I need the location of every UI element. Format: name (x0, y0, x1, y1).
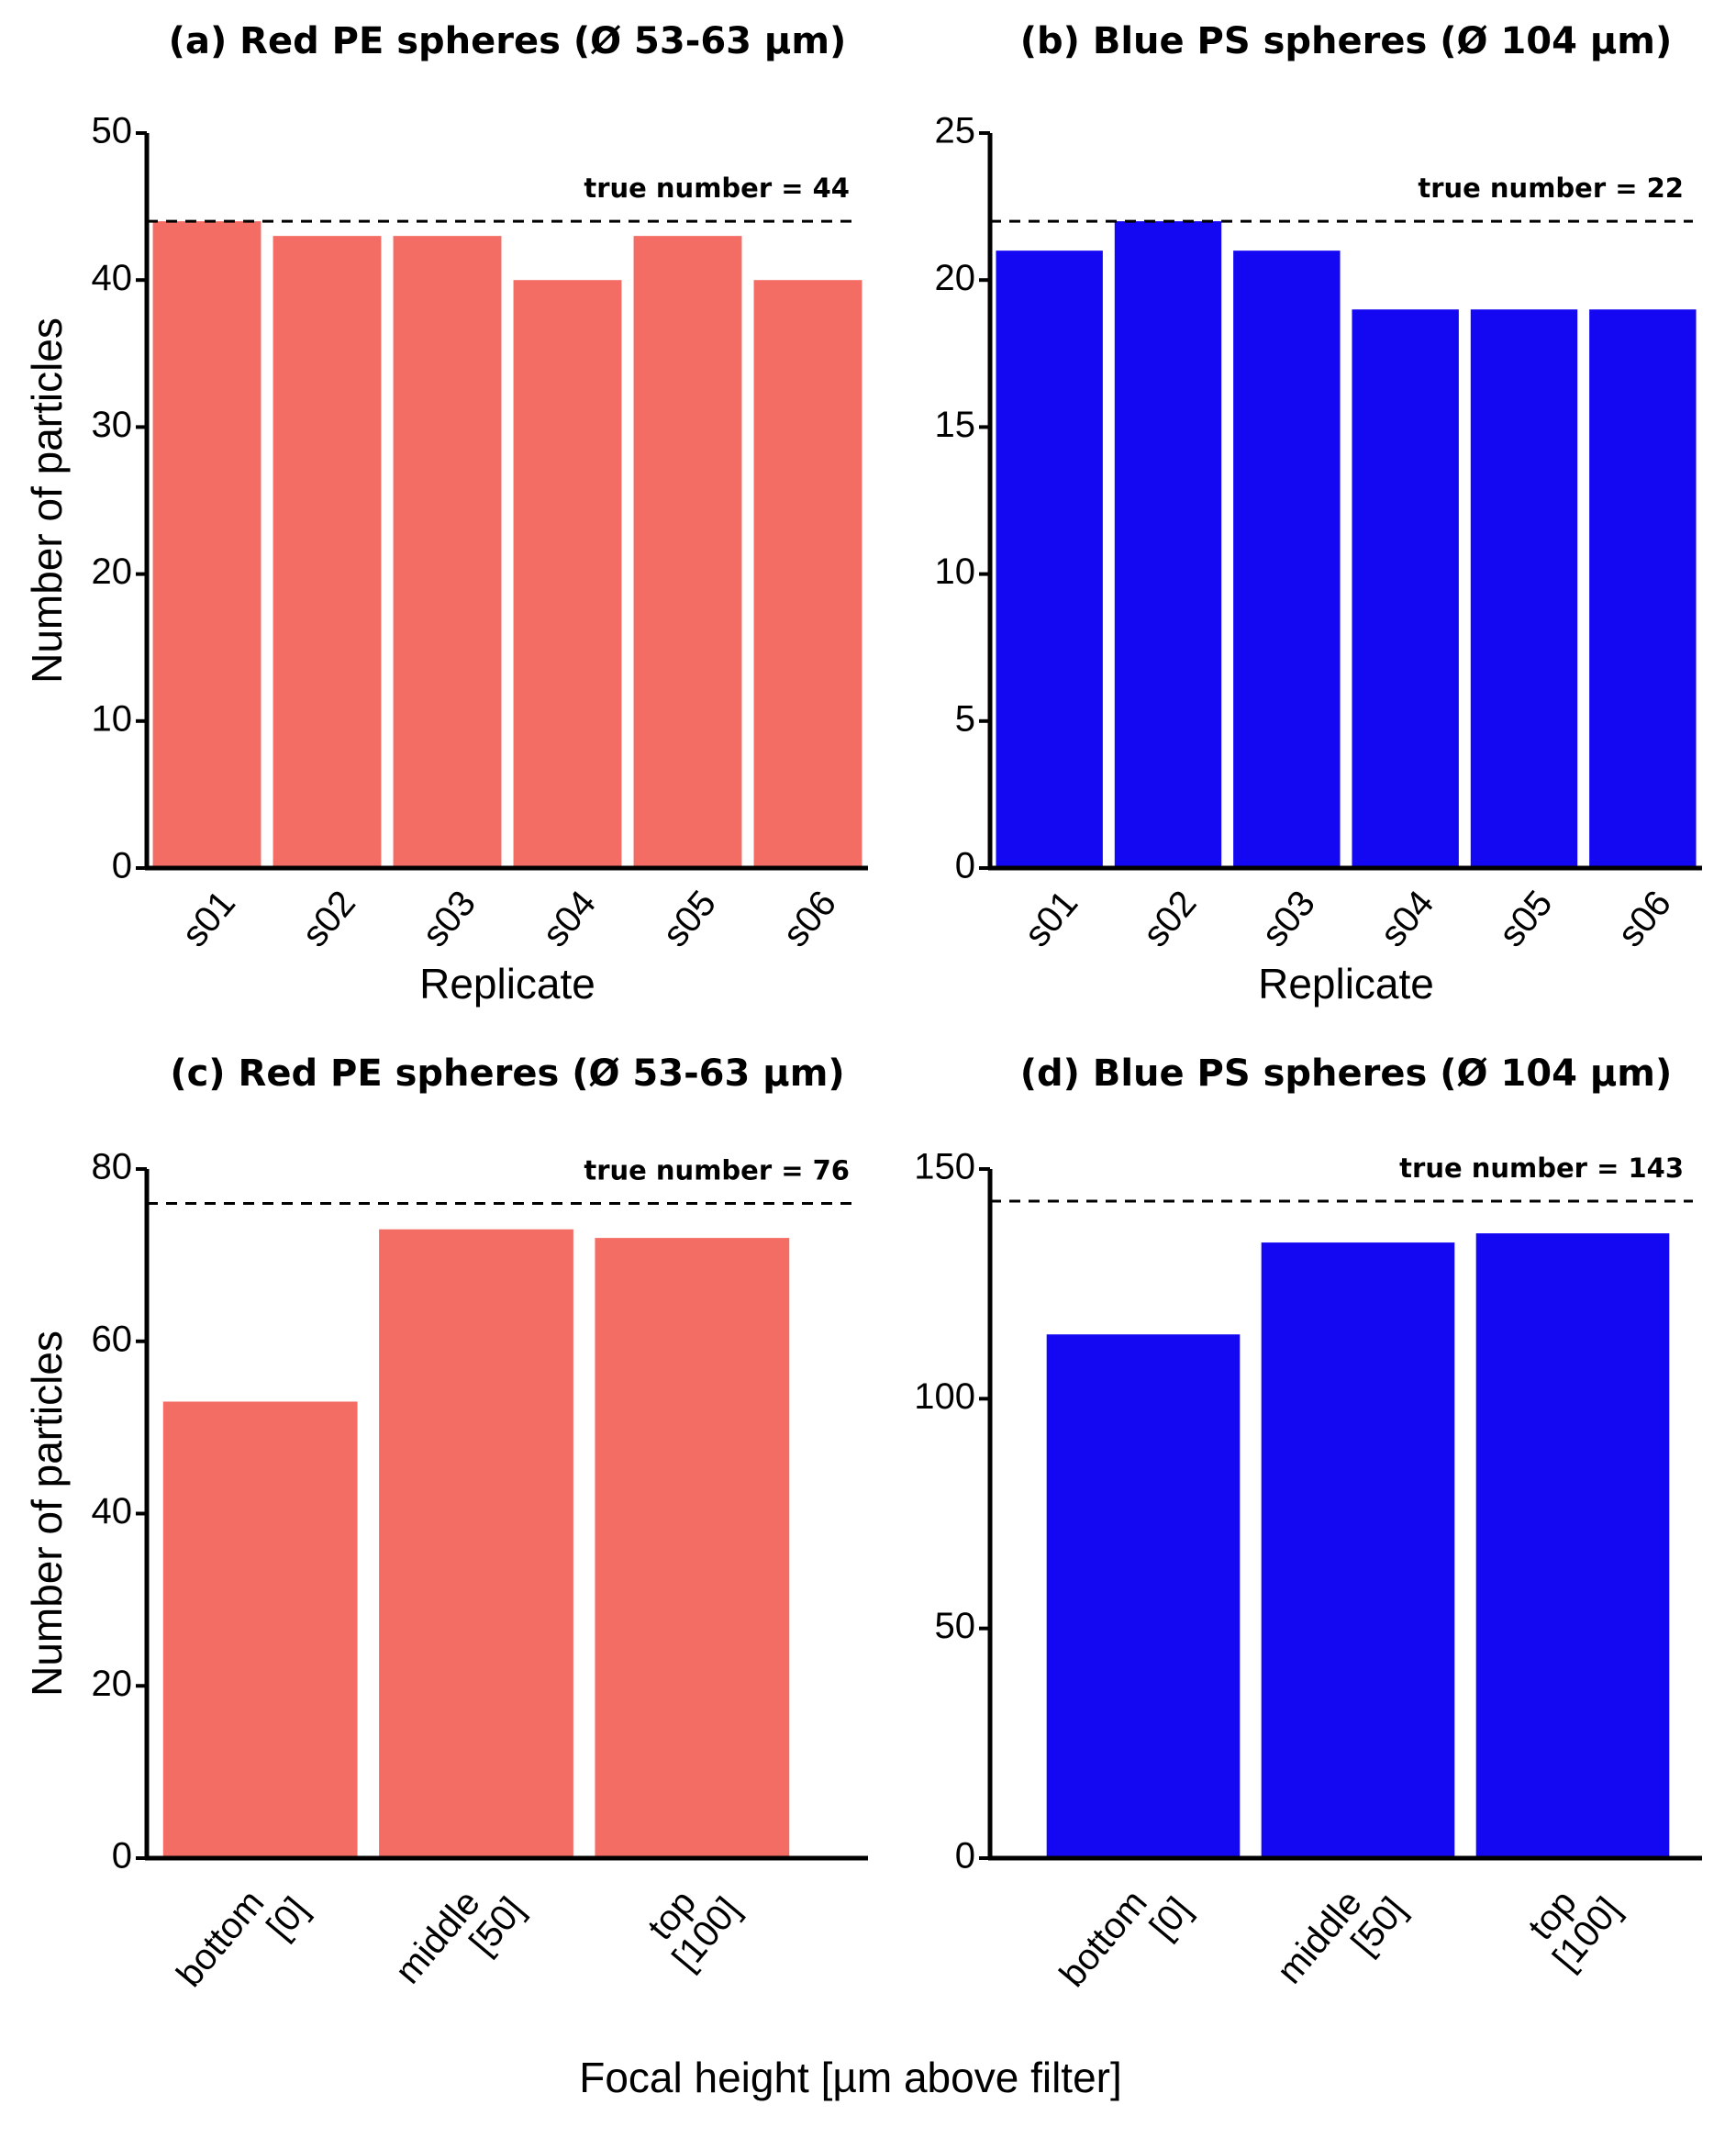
y-tick-label: 40 (92, 1491, 133, 1531)
y-axis-label: Number of particles (23, 1331, 71, 1697)
bar (1475, 1233, 1670, 1858)
chart-title: (b) Blue PS spheres (Ø 104 µm) (1020, 20, 1673, 62)
x-tick-label-line: s05 (655, 884, 724, 955)
x-tick-label: s04 (535, 884, 604, 955)
y-tick-label: 0 (955, 846, 975, 886)
reference-label: true number = 44 (584, 173, 850, 204)
bar (595, 1238, 790, 1858)
y-tick-label: 0 (112, 1836, 132, 1876)
y-tick-label: 40 (92, 258, 133, 298)
x-tick-label: s04 (1373, 884, 1441, 955)
x-tick-label-line: [0] (1142, 1889, 1199, 1946)
bar (1352, 309, 1459, 868)
x-tick-label: top[100] (635, 1865, 748, 1978)
x-tick-label-line: s04 (535, 884, 604, 955)
x-tick-label-line: bottom (1052, 1883, 1155, 1995)
bar (273, 236, 382, 868)
bar (996, 251, 1103, 868)
x-tick-label-line: s02 (1135, 884, 1204, 955)
y-tick-label: 100 (914, 1376, 975, 1417)
bar (152, 221, 262, 868)
x-tick-label: s06 (775, 884, 844, 955)
x-tick-label: s06 (1610, 884, 1679, 955)
y-tick-label: 20 (935, 258, 976, 298)
x-tick-label-line: s01 (174, 884, 243, 955)
y-tick-label: 50 (92, 111, 133, 151)
y-tick-label: 80 (92, 1147, 133, 1187)
y-tick-label: 15 (935, 405, 976, 445)
y-tick-label: 0 (955, 1836, 975, 1876)
x-tick-label: middle[50] (387, 1865, 532, 2017)
y-axis-label: Number of particles (23, 317, 71, 684)
y-tick-label: 50 (935, 1606, 976, 1646)
bar (1470, 309, 1578, 868)
bar (1233, 251, 1341, 868)
figure-x-label: Focal height [µm above filter] (579, 2054, 1122, 2101)
y-tick-label: 20 (92, 551, 133, 592)
x-tick-label-line: s03 (415, 884, 484, 955)
y-tick-label: 60 (92, 1319, 133, 1359)
y-tick-label: 0 (112, 846, 132, 886)
x-tick-label: top[100] (1516, 1865, 1629, 1978)
y-tick-label: 150 (914, 1147, 975, 1187)
y-tick-label: 5 (955, 698, 975, 739)
y-tick-label: 20 (92, 1664, 133, 1704)
x-tick-label: s02 (295, 884, 363, 955)
bar (753, 280, 862, 868)
x-tick-label: s03 (1254, 884, 1323, 955)
x-tick-label: s01 (174, 884, 243, 955)
y-tick-label: 10 (92, 698, 133, 739)
x-tick-label-line: s01 (1017, 884, 1085, 955)
x-axis-label: Replicate (419, 960, 595, 1008)
chart-title: (a) Red PE spheres (Ø 53-63 µm) (169, 20, 847, 62)
x-tick-label: bottom[0] (1052, 1865, 1200, 2020)
x-tick-label: bottom[0] (169, 1865, 317, 2020)
bar (513, 280, 622, 868)
x-tick-label: s01 (1017, 884, 1085, 955)
bar (1261, 1242, 1455, 1858)
x-tick-label-line: s05 (1491, 884, 1560, 955)
x-tick-label-line: [0] (259, 1889, 316, 1946)
x-tick-label: middle[50] (1269, 1865, 1414, 2017)
bar (162, 1401, 358, 1858)
x-tick-label-line: s04 (1373, 884, 1441, 955)
bar (633, 236, 742, 868)
bar (393, 236, 502, 868)
bar (1589, 309, 1697, 868)
reference-label: true number = 76 (584, 1155, 850, 1186)
chart-title: (d) Blue PS spheres (Ø 104 µm) (1020, 1052, 1673, 1095)
x-tick-label-line: s03 (1254, 884, 1323, 955)
x-tick-label: s03 (415, 884, 484, 955)
chart-title: (c) Red PE spheres (Ø 53-63 µm) (170, 1052, 844, 1095)
y-tick-label: 25 (935, 111, 976, 151)
x-tick-label-line: s02 (295, 884, 363, 955)
reference-label: true number = 22 (1418, 173, 1684, 204)
reference-label: true number = 143 (1399, 1153, 1684, 1184)
x-tick-label: s02 (1135, 884, 1204, 955)
y-tick-label: 10 (935, 551, 976, 592)
x-tick-label: s05 (655, 884, 724, 955)
y-tick-label: 30 (92, 405, 133, 445)
x-axis-label: Replicate (1258, 960, 1434, 1008)
x-tick-label: s05 (1491, 884, 1560, 955)
x-tick-label-line: s06 (1610, 884, 1679, 955)
x-tick-label-line: s06 (775, 884, 844, 955)
bar (379, 1229, 573, 1858)
bar (1046, 1334, 1241, 1858)
x-tick-label-line: bottom (169, 1883, 272, 1995)
bar (1114, 221, 1222, 868)
